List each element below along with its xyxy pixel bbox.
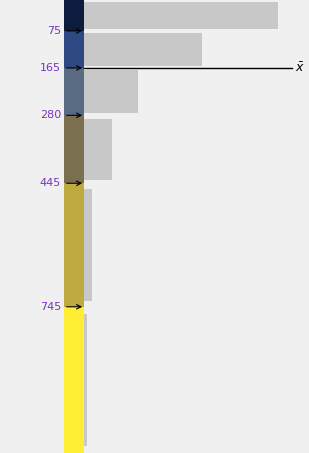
Bar — [84, 119, 112, 180]
Bar — [64, 183, 84, 307]
Text: 280: 280 — [40, 111, 81, 120]
Text: 445: 445 — [40, 178, 81, 188]
Bar — [84, 33, 202, 66]
Bar — [84, 189, 92, 301]
Bar — [84, 70, 138, 113]
Bar — [84, 1, 278, 29]
Bar — [64, 0, 84, 31]
Bar — [64, 116, 84, 183]
Text: $\bar{x}$: $\bar{x}$ — [295, 61, 305, 75]
Bar — [64, 307, 84, 453]
Text: 165: 165 — [40, 63, 81, 73]
Bar — [64, 68, 84, 116]
Text: 745: 745 — [40, 302, 81, 312]
Bar — [84, 314, 87, 446]
Text: 75: 75 — [47, 26, 81, 36]
Bar — [64, 31, 84, 68]
